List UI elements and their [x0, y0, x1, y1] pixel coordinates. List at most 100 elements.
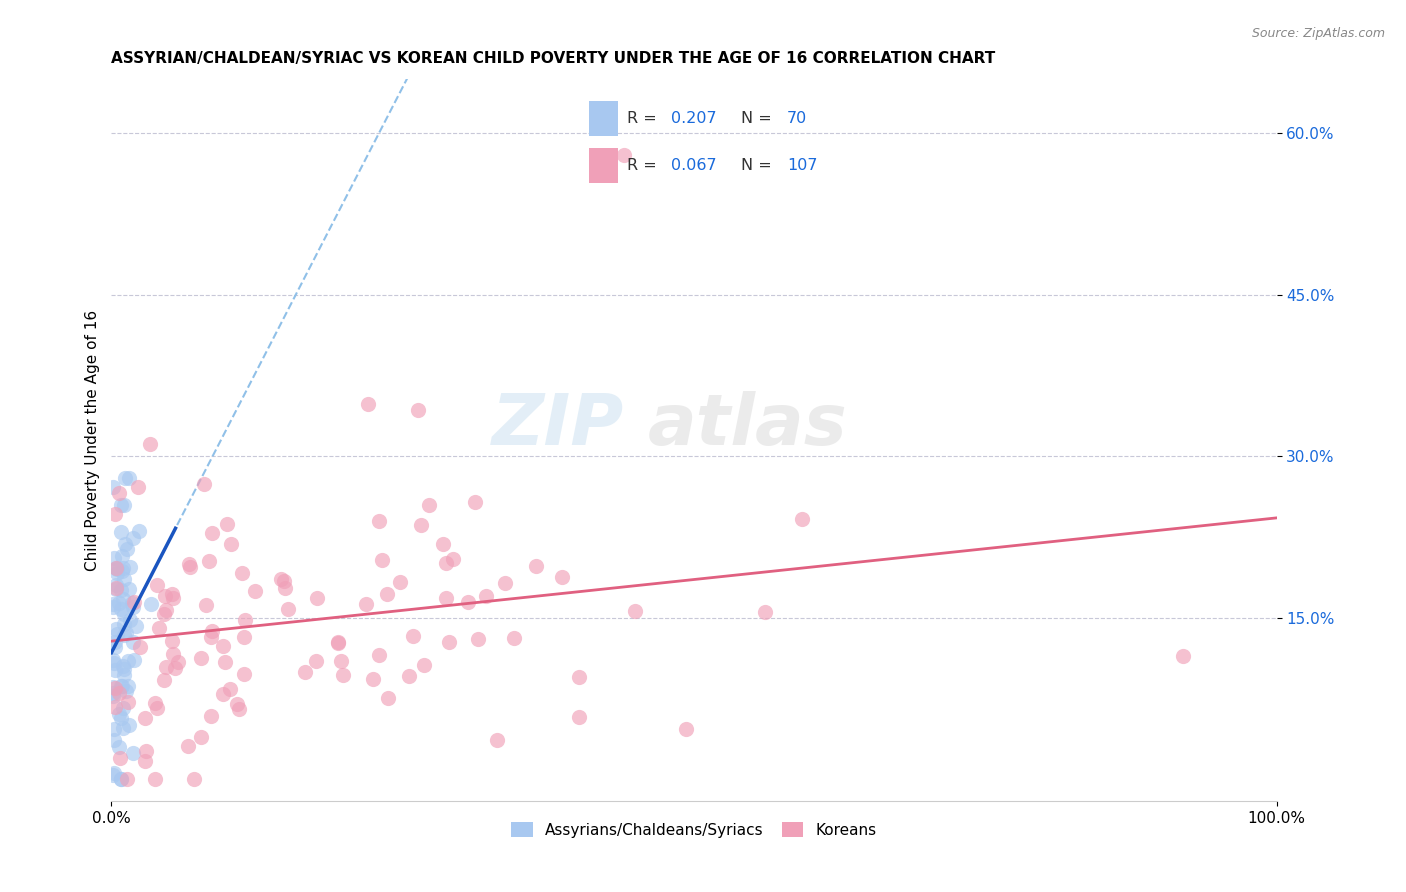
- Point: [104, 622, 127, 636]
- Point: [104, 507, 127, 521]
- Point: [118, 718, 141, 732]
- Point: [122, 653, 145, 667]
- Point: [179, 557, 201, 571]
- Point: [112, 607, 135, 622]
- Point: [101, 768, 124, 782]
- Point: [568, 710, 591, 724]
- Point: [613, 147, 636, 161]
- Point: [212, 687, 235, 701]
- Point: [409, 518, 432, 533]
- Point: [153, 607, 176, 621]
- Point: [305, 655, 328, 669]
- Point: [197, 554, 219, 568]
- Point: [121, 596, 143, 610]
- Point: [112, 560, 135, 574]
- Text: Source: ZipAtlas.com: Source: ZipAtlas.com: [1251, 27, 1385, 40]
- Point: [112, 572, 135, 586]
- Point: [122, 746, 145, 760]
- Point: [105, 627, 128, 641]
- Point: [432, 537, 454, 551]
- Point: [114, 684, 136, 698]
- Point: [124, 594, 146, 608]
- Point: [105, 561, 128, 575]
- Point: [145, 772, 167, 787]
- Point: [277, 602, 299, 616]
- Point: [103, 551, 125, 566]
- Point: [155, 603, 177, 617]
- Point: [108, 751, 131, 765]
- Point: [243, 584, 266, 599]
- Point: [139, 598, 162, 612]
- Point: [231, 566, 253, 580]
- Point: [108, 596, 131, 610]
- Point: [105, 562, 128, 576]
- Point: [101, 653, 124, 667]
- Point: [148, 621, 170, 635]
- Point: [177, 739, 200, 754]
- Point: [357, 397, 380, 411]
- Point: [436, 591, 458, 605]
- Point: [398, 669, 420, 683]
- Point: [128, 524, 150, 538]
- Point: [112, 659, 135, 673]
- Point: [145, 696, 167, 710]
- Point: [103, 640, 125, 654]
- Point: [146, 701, 169, 715]
- Point: [139, 437, 162, 451]
- Point: [195, 599, 218, 613]
- Point: [103, 722, 125, 736]
- Point: [754, 605, 776, 619]
- Y-axis label: Child Poverty Under the Age of 16: Child Poverty Under the Age of 16: [86, 310, 100, 571]
- Point: [122, 635, 145, 649]
- Point: [103, 599, 125, 614]
- Point: [441, 551, 464, 566]
- Point: [115, 541, 138, 556]
- Point: [233, 667, 256, 681]
- Point: [457, 595, 479, 609]
- Point: [356, 597, 378, 611]
- Point: [104, 681, 127, 696]
- Point: [361, 672, 384, 686]
- Point: [129, 640, 152, 654]
- Point: [110, 498, 132, 512]
- Point: [226, 698, 249, 712]
- Point: [104, 581, 127, 595]
- Point: [217, 516, 239, 531]
- Point: [190, 730, 212, 744]
- Point: [107, 686, 129, 700]
- Point: [104, 582, 127, 596]
- Point: [104, 578, 127, 592]
- Point: [273, 574, 295, 589]
- Point: [112, 628, 135, 642]
- Point: [112, 701, 135, 715]
- Point: [101, 480, 124, 494]
- Point: [112, 498, 135, 512]
- Point: [134, 711, 156, 725]
- Point: [105, 566, 128, 581]
- Point: [294, 665, 316, 680]
- Point: [165, 661, 187, 675]
- Point: [201, 624, 224, 639]
- Point: [110, 524, 132, 539]
- Point: [233, 613, 256, 627]
- Point: [117, 679, 139, 693]
- Point: [1173, 649, 1195, 664]
- Point: [623, 604, 645, 618]
- Point: [475, 590, 498, 604]
- Point: [108, 486, 131, 500]
- Point: [101, 681, 124, 695]
- Point: [120, 613, 142, 627]
- Point: [388, 575, 411, 590]
- Point: [155, 660, 177, 674]
- Point: [200, 709, 222, 723]
- Point: [104, 700, 127, 714]
- Point: [125, 619, 148, 633]
- Point: [103, 732, 125, 747]
- Point: [377, 691, 399, 706]
- Point: [413, 657, 436, 672]
- Point: [115, 772, 138, 787]
- Point: [418, 499, 440, 513]
- Point: [329, 655, 352, 669]
- Point: [792, 512, 814, 526]
- Text: ZIP: ZIP: [492, 392, 624, 460]
